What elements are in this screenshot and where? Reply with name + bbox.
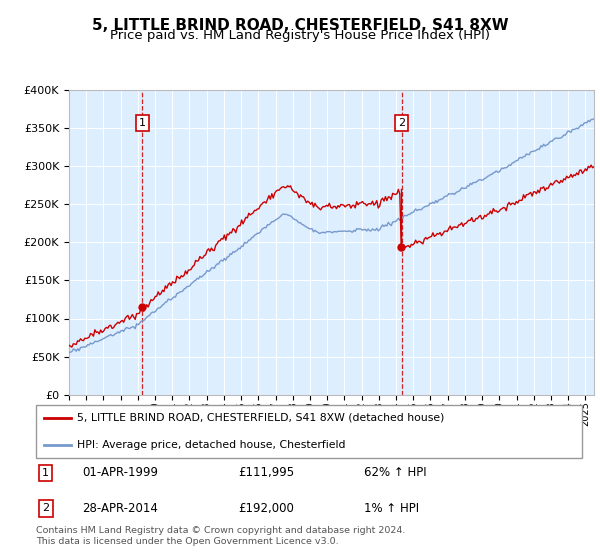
Text: £111,995: £111,995 (238, 466, 294, 479)
Text: 1: 1 (139, 118, 146, 128)
Text: HPI: Average price, detached house, Chesterfield: HPI: Average price, detached house, Ches… (77, 440, 346, 450)
Text: £192,000: £192,000 (238, 502, 294, 515)
Text: 62% ↑ HPI: 62% ↑ HPI (364, 466, 426, 479)
FancyBboxPatch shape (36, 405, 582, 458)
Text: Price paid vs. HM Land Registry's House Price Index (HPI): Price paid vs. HM Land Registry's House … (110, 29, 490, 42)
Text: 01-APR-1999: 01-APR-1999 (82, 466, 158, 479)
Text: 5, LITTLE BRIND ROAD, CHESTERFIELD, S41 8XW (detached house): 5, LITTLE BRIND ROAD, CHESTERFIELD, S41 … (77, 413, 445, 423)
Text: 2: 2 (42, 503, 49, 514)
Text: Contains HM Land Registry data © Crown copyright and database right 2024.
This d: Contains HM Land Registry data © Crown c… (36, 526, 406, 546)
Text: 5, LITTLE BRIND ROAD, CHESTERFIELD, S41 8XW: 5, LITTLE BRIND ROAD, CHESTERFIELD, S41 … (92, 18, 508, 33)
Text: 1: 1 (43, 468, 49, 478)
Text: 1% ↑ HPI: 1% ↑ HPI (364, 502, 419, 515)
Text: 28-APR-2014: 28-APR-2014 (82, 502, 158, 515)
Text: 2: 2 (398, 118, 405, 128)
